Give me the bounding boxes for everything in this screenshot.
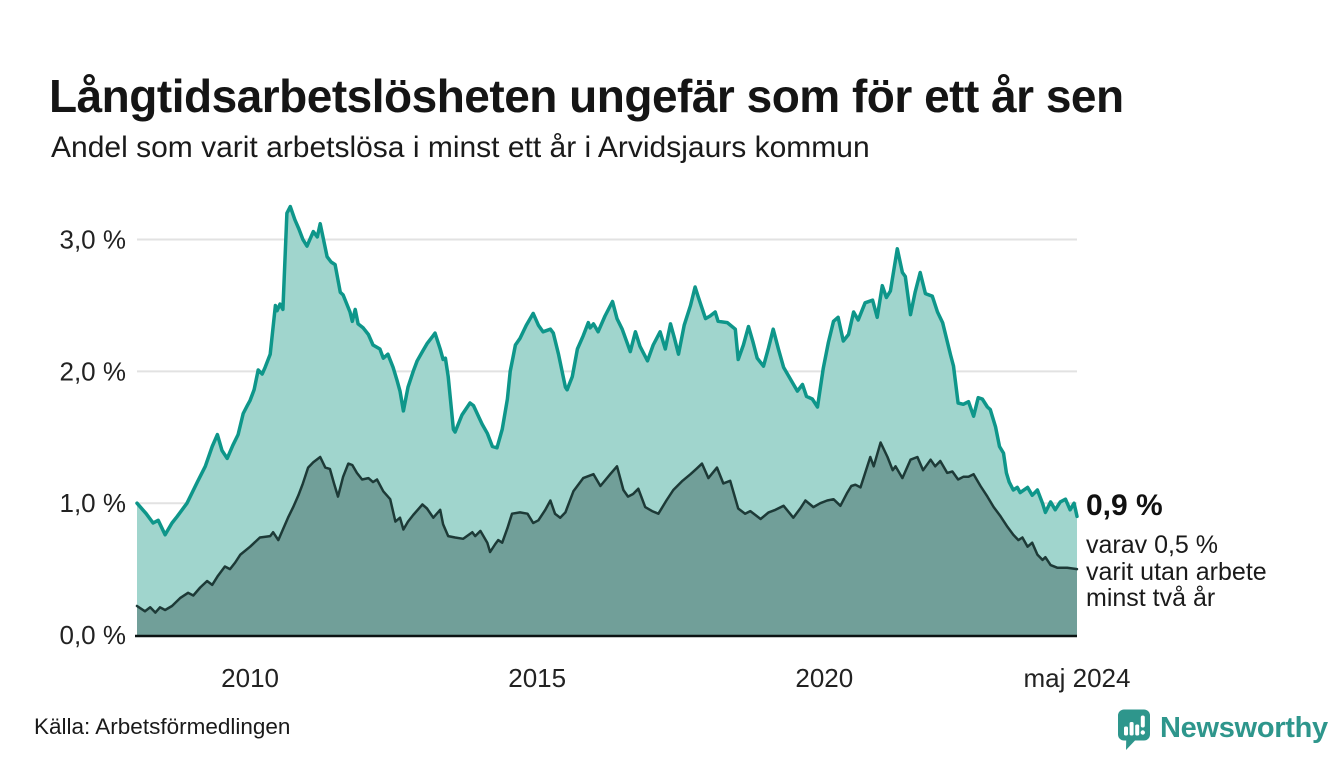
page-title: Långtidsarbetslösheten ungefär som för e… [49, 69, 1124, 122]
x-tick-label: 2020 [795, 663, 853, 693]
y-tick-label: 2,0 % [60, 356, 127, 386]
x-tick-label: maj 2024 [1024, 663, 1131, 693]
end-value-label: 0,9 % [1086, 489, 1163, 522]
newsworthy-logo: Newsworthy [1117, 709, 1328, 752]
bar-chart-badge-icon [1118, 709, 1150, 750]
page-subtitle: Andel som varit arbetslösa i minst ett å… [51, 131, 870, 164]
end-value-detail: varav 0,5 % varit utan arbete minst två … [1086, 532, 1316, 612]
source-note: Källa: Arbetsförmedlingen [34, 714, 291, 739]
y-tick-label: 3,0 % [60, 225, 127, 255]
end-value-detail-line: varit utan arbete [1086, 557, 1267, 586]
end-value-annotation: 0,9 % varav 0,5 % varit utan arbete mins… [1086, 489, 1316, 612]
x-tick-label: 2010 [221, 663, 279, 693]
newsworthy-logo-text: Newsworthy [1160, 712, 1328, 744]
x-tick-label: 2015 [508, 663, 566, 693]
line-minst-ett-ar [135, 204, 1079, 537]
area-minst-tva-ar [137, 442, 1077, 635]
end-value-detail-line: varav 0,5 % [1086, 531, 1219, 559]
line-minst-tva-ar [135, 441, 1079, 614]
y-tick-label: 1,0 % [60, 488, 127, 518]
end-value-detail-line: minst två år [1086, 584, 1216, 612]
y-tick-label: 0,0 % [60, 620, 127, 650]
